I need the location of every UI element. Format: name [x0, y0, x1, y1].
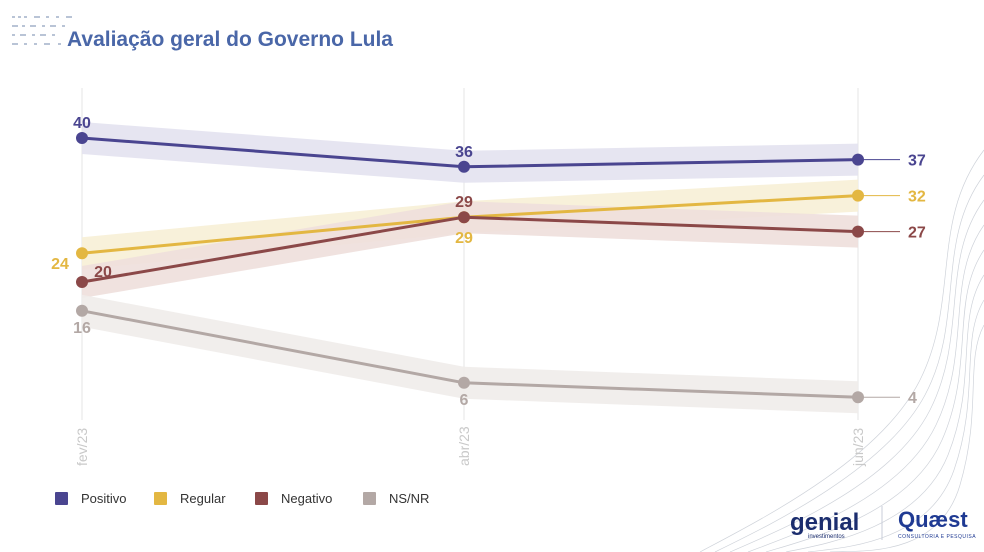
- line-layer: [76, 132, 900, 404]
- data-point: [76, 276, 88, 288]
- data-label: 4: [908, 390, 917, 407]
- tick-layer: fev/23 abr/23 jun/23: [74, 426, 866, 467]
- data-label: 29: [455, 194, 473, 211]
- label-layer: 40 36 37 24 29 32 20 29 27 16 6 4: [51, 115, 926, 409]
- data-label: 37: [908, 153, 926, 170]
- data-label: 16: [73, 320, 91, 337]
- data-label: 29: [455, 230, 473, 247]
- legend-label: NS/NR: [389, 491, 429, 506]
- legend-swatch: [154, 492, 167, 505]
- data-point: [458, 160, 470, 173]
- data-label: 40: [73, 115, 91, 132]
- quaest-logo: Quæst CONSULTORIA E PESQUISA: [898, 507, 976, 540]
- legend: Positivo Regular Negativo NS/NR: [55, 491, 429, 506]
- data-point: [76, 132, 88, 144]
- genial-logo-subtext: investimentos: [808, 534, 845, 540]
- decorative-dots: [12, 16, 72, 45]
- legend-label: Positivo: [81, 491, 127, 506]
- data-label: 27: [908, 225, 926, 242]
- decorative-waves: [699, 149, 984, 552]
- genial-logo: genial investimentos: [790, 509, 859, 540]
- x-tick-label: jun/23: [850, 428, 866, 467]
- x-tick-label: fev/23: [74, 428, 90, 466]
- legend-label: Regular: [180, 491, 226, 506]
- data-label: 24: [51, 256, 69, 273]
- legend-label: Negativo: [281, 491, 332, 506]
- quaest-logo-text: Quæst: [898, 507, 968, 532]
- data-point: [458, 376, 470, 389]
- genial-logo-text: genial: [790, 509, 859, 536]
- data-point: [76, 247, 88, 260]
- data-label: 36: [455, 144, 473, 161]
- band-nsnr: [82, 294, 858, 414]
- data-label: 20: [94, 264, 112, 281]
- legend-swatch: [363, 492, 376, 505]
- chart-title: Avaliação geral do Governo Lula: [67, 28, 393, 51]
- legend-swatch: [55, 492, 68, 505]
- data-point: [458, 211, 470, 224]
- legend-swatch: [255, 492, 268, 505]
- data-point: [76, 304, 88, 317]
- band-positivo: [82, 122, 858, 183]
- data-label: 32: [908, 189, 926, 206]
- x-tick-label: abr/23: [456, 426, 472, 466]
- data-label: 6: [460, 392, 469, 409]
- quaest-logo-subtext: CONSULTORIA E PESQUISA: [898, 534, 976, 540]
